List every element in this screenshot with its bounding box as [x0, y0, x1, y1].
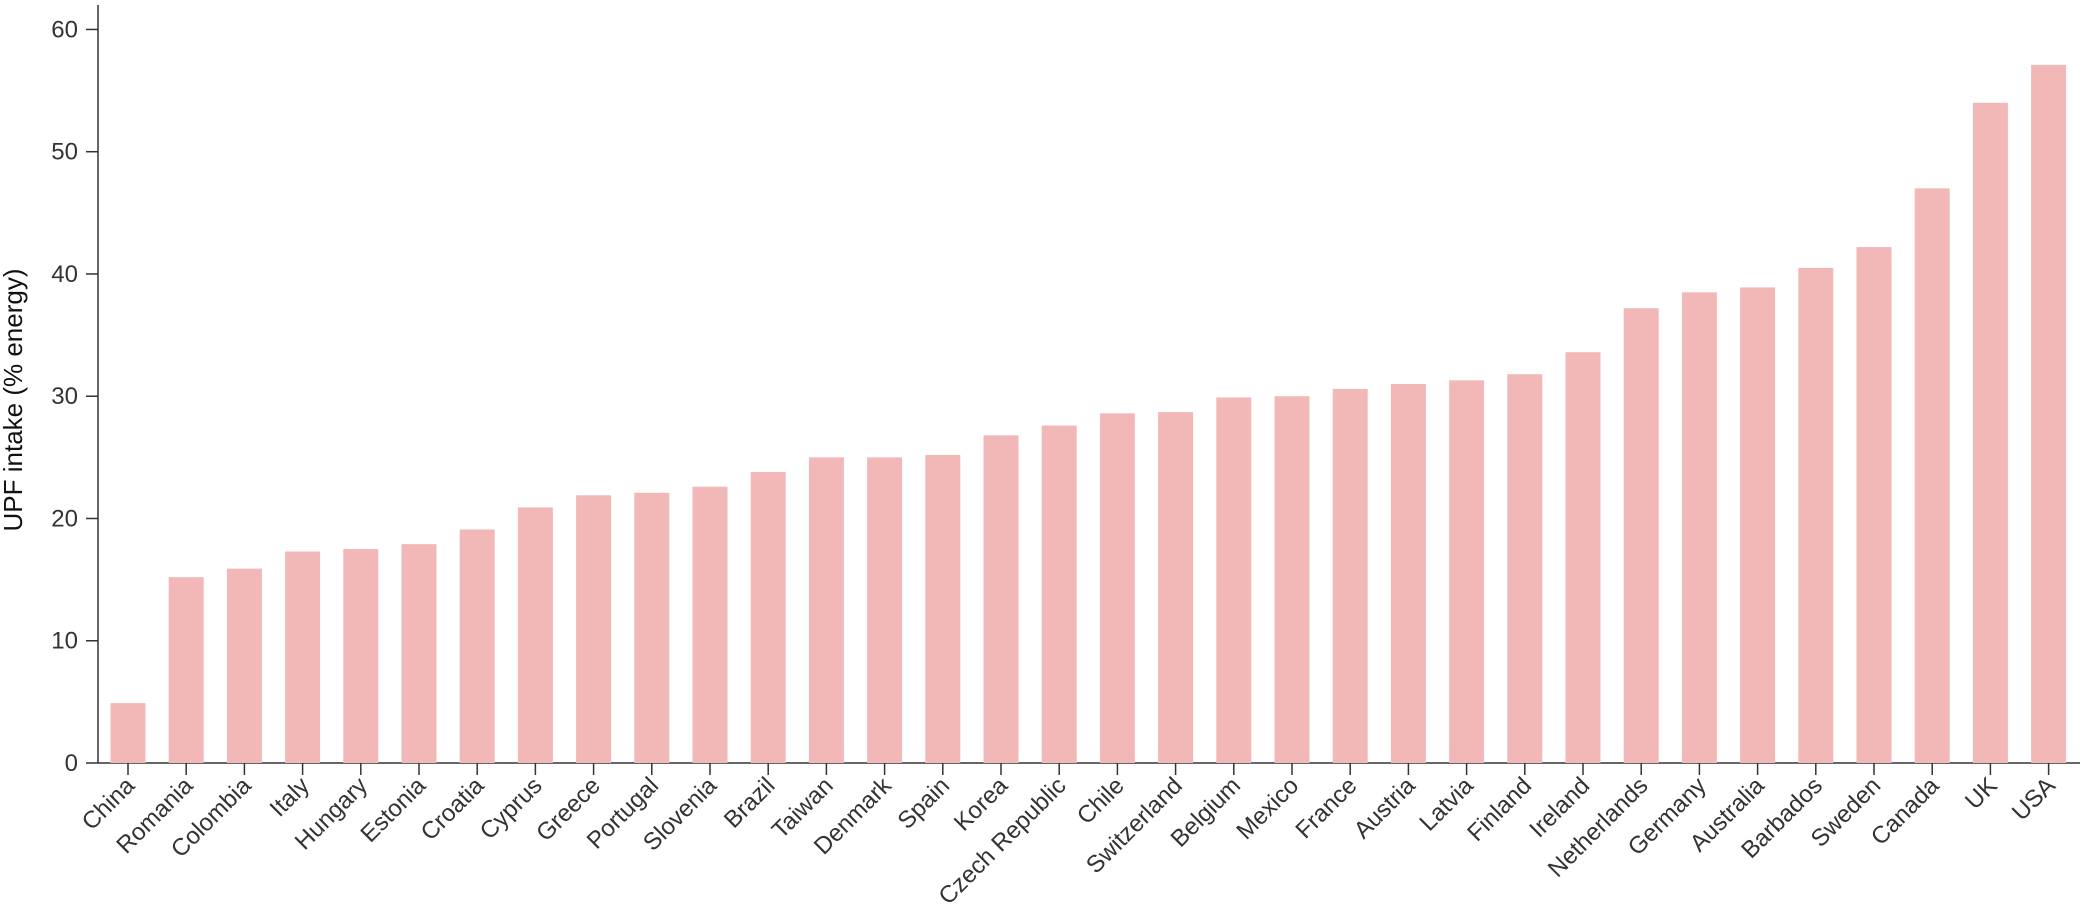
y-tick-label: 50 [51, 139, 78, 166]
bar-denmark [867, 457, 903, 763]
bar-france [1332, 388, 1368, 763]
bar-romania [168, 577, 204, 763]
x-tick-label: USA [2007, 772, 2061, 826]
bar-germany [1681, 292, 1717, 763]
bar-uk [1972, 102, 2008, 763]
bar-korea [983, 435, 1019, 763]
bar-chile [1099, 413, 1135, 763]
bar-belgium [1216, 397, 1252, 763]
bar-usa [2031, 64, 2067, 764]
bar-china [110, 703, 146, 763]
bar-cyprus [517, 507, 553, 763]
y-tick-label: 20 [51, 505, 78, 532]
bar-sweden [1856, 247, 1892, 763]
bar-austria [1390, 384, 1426, 763]
bar-taiwan [808, 457, 844, 763]
y-tick-label: 30 [51, 383, 78, 410]
bar-netherlands [1623, 308, 1659, 763]
bar-czech-republic [1041, 425, 1077, 763]
bar-mexico [1274, 396, 1310, 763]
bar-barbados [1798, 267, 1834, 763]
bar-portugal [634, 492, 670, 763]
y-axis-title: UPF intake (% energy) [0, 269, 28, 532]
bar-italy [285, 551, 321, 763]
bar-brazil [750, 472, 786, 763]
bar-spain [925, 454, 961, 763]
bars [110, 64, 2067, 764]
x-tick-label: Finland [1462, 772, 1537, 847]
bar-colombia [226, 568, 262, 763]
x-tick-label: UK [1960, 772, 2003, 815]
bar-latvia [1449, 380, 1485, 763]
y-axis: 0 10 20 30 40 50 60 [51, 5, 99, 777]
bar-estonia [401, 544, 437, 763]
bar-croatia [459, 529, 495, 763]
y-tick-label: 40 [51, 261, 78, 288]
x-tick-label: Estonia [356, 772, 432, 848]
x-tick-label: Mexico [1231, 772, 1304, 845]
x-tick-label: France [1291, 772, 1363, 844]
x-tick-label: Austria [1349, 772, 1421, 844]
bar-canada [1914, 188, 1950, 764]
bar-greece [576, 495, 612, 763]
bar-switzerland [1158, 412, 1194, 763]
bar-slovenia [692, 486, 728, 763]
bar-hungary [343, 549, 379, 763]
x-axis [98, 762, 2080, 775]
y-tick-label: 60 [51, 16, 78, 43]
y-tick-label: 10 [51, 628, 78, 655]
bar-ireland [1565, 352, 1601, 763]
bar-finland [1507, 374, 1543, 763]
x-tick-label: Italy [265, 772, 315, 822]
x-tick-label: Spain [893, 772, 956, 835]
y-tick-label: 0 [65, 750, 78, 777]
bar-australia [1740, 287, 1776, 763]
x-tick-label: Croatia [416, 772, 490, 846]
